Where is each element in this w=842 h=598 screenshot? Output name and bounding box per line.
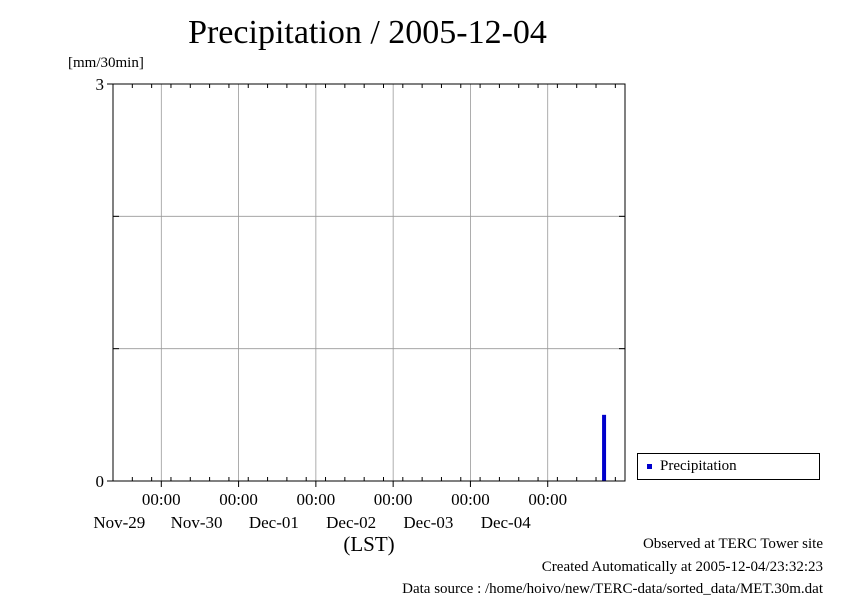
x-tick-time-label: 00:00 [219,490,258,509]
legend-label: Precipitation [660,458,737,474]
x-tick-time-label: 00:00 [297,490,336,509]
legend: Precipitation [637,453,820,480]
y-axis-unit-label: [mm/30min] [68,55,144,71]
footer-observed: Observed at TERC Tower site [642,536,823,552]
x-tick-date-label: Nov-29 [93,513,145,532]
bars [602,414,607,481]
plot-frame [112,83,626,482]
axis-ticks [107,83,625,487]
x-axis-label: (LST) [343,532,394,556]
grid-lines [113,84,625,481]
legend-swatch [647,464,652,469]
x-tick-date-label: Dec-01 [249,513,299,532]
axis-labels: 0 3 00:00 Nov-29 00:00 Nov-30 00:00 Dec-01 00:00… [93,75,567,556]
x-tick-time-label: 00:00 [528,490,567,509]
x-tick-date-label: Dec-03 [403,513,453,532]
y-tick-label: 3 [96,75,105,94]
y-tick-label: 0 [96,472,105,491]
precipitation-bar [602,414,607,481]
x-tick-time-label: 00:00 [142,490,181,509]
x-tick-time-label: 00:00 [374,490,413,509]
footer-source: Data source : /home/hoivo/new/TERC-data/… [402,581,823,597]
x-tick-date-label: Dec-04 [481,513,532,532]
footer-created: Created Automatically at 2005-12-04/23:3… [541,559,823,575]
chart-title: Precipitation / 2005-12-04 [188,14,547,51]
x-tick-time-label: 00:00 [451,490,490,509]
x-tick-date-label: Dec-02 [326,513,376,532]
x-tick-date-label: Nov-30 [171,513,223,532]
